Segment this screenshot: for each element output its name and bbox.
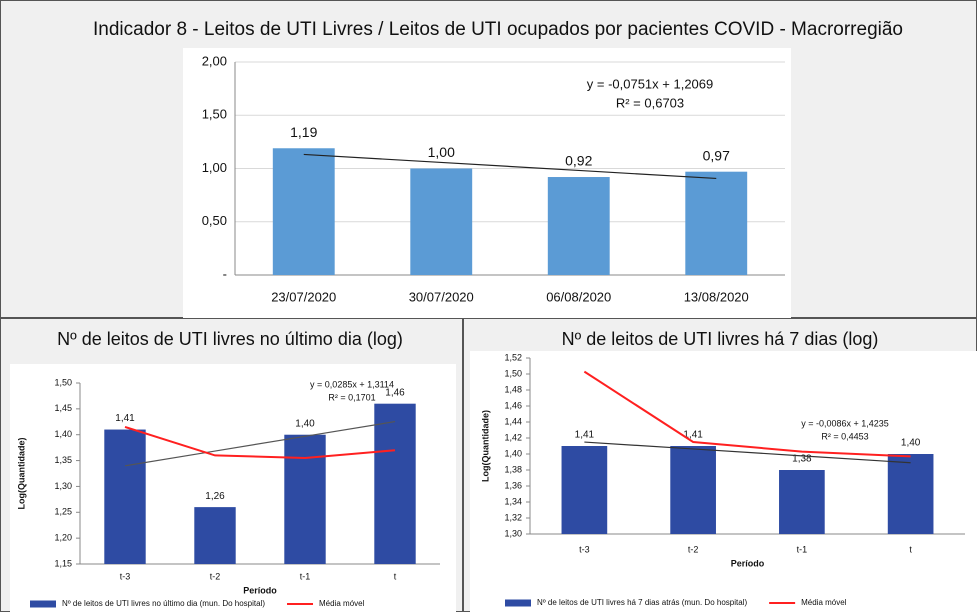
data-label: 0,97: [703, 147, 730, 163]
bar: [194, 507, 236, 564]
data-label: 1,19: [290, 124, 317, 140]
bar: [561, 446, 608, 534]
data-label: 1,38: [792, 454, 812, 465]
x-tick-label: t: [394, 571, 397, 581]
bar: [104, 429, 146, 564]
trend-equation: y = 0,0285x + 1,3114: [310, 379, 394, 389]
bar: [547, 177, 610, 275]
legend-label: Média móvel: [801, 598, 847, 607]
y-axis-label: Log(Quantidade): [480, 410, 490, 482]
x-tick-label: t: [909, 544, 912, 554]
x-tick-label: t-3: [120, 571, 131, 581]
y-tick-label: 1,45: [54, 403, 72, 413]
bar: [284, 434, 326, 564]
data-label: 1,41: [683, 430, 703, 441]
y-tick-label: 2,00: [202, 53, 227, 68]
y-tick-label: 1,46: [504, 400, 522, 410]
trendline: [584, 441, 911, 464]
y-tick-label: 0,50: [202, 213, 227, 228]
trendline: [124, 420, 396, 467]
x-tick-label: t-1: [300, 571, 311, 581]
data-label: 1,41: [575, 430, 595, 441]
x-tick-label: t-3: [579, 544, 590, 554]
y-tick-label: 1,50: [54, 377, 72, 387]
legend-label: Nº de leitos de UTI livres no último dia…: [62, 599, 265, 608]
chart-title: Nº de leitos de UTI livres no último dia…: [57, 329, 403, 349]
data-label: 0,92: [565, 153, 592, 169]
x-tick-label: 06/08/2020: [546, 289, 611, 304]
data-label: 1,26: [205, 491, 225, 502]
line-series: [583, 370, 911, 458]
y-tick-label: 1,32: [504, 512, 522, 522]
trend-r2: R² = 0,1701: [328, 392, 375, 402]
y-axis-label: Log(Quantidade): [16, 438, 26, 510]
y-tick-label: 1,15: [54, 558, 72, 568]
y-tick-label: 1,36: [504, 480, 522, 490]
bar: [670, 446, 716, 534]
chart-title: Nº de leitos de UTI livres há 7 dias (lo…: [562, 329, 879, 349]
x-tick-label: 13/08/2020: [684, 289, 749, 304]
trend-r2: R² = 0,4453: [821, 431, 868, 441]
legend-swatch: [505, 599, 531, 607]
x-axis-label: Período: [731, 558, 765, 568]
bar: [374, 403, 416, 564]
bar: [887, 454, 934, 534]
bar: [272, 148, 335, 275]
x-axis-label: Período: [243, 585, 277, 595]
y-tick-label: 1,30: [54, 481, 72, 491]
y-tick-label: 1,34: [504, 496, 522, 506]
line-series: [124, 426, 396, 459]
y-tick-label: 1,40: [54, 429, 72, 439]
bar: [410, 168, 473, 275]
bar: [779, 470, 825, 534]
y-tick-label: 1,38: [504, 464, 522, 474]
bar: [685, 171, 748, 275]
y-tick-label: 1,00: [202, 160, 227, 175]
y-tick-label: 1,48: [504, 384, 522, 394]
x-tick-label: t-1: [797, 544, 808, 554]
y-tick-label: 1,44: [504, 416, 522, 426]
y-tick-label: 1,42: [504, 432, 522, 442]
data-label: 1,41: [115, 413, 135, 424]
y-tick-label: -: [223, 266, 227, 281]
legend-swatch: [30, 600, 56, 608]
data-label: 1,40: [901, 438, 921, 449]
y-tick-label: 1,20: [54, 533, 72, 543]
data-label: 1,00: [428, 144, 455, 160]
x-tick-label: t-2: [210, 571, 221, 581]
data-label: 1,40: [295, 418, 315, 429]
trend-equation: y = -0,0751x + 1,2069: [587, 76, 713, 91]
y-tick-label: 1,30: [504, 528, 522, 538]
data-label: 1,46: [385, 387, 405, 398]
chart-title: Indicador 8 - Leitos de UTI Livres / Lei…: [93, 19, 903, 40]
y-tick-label: 1,50: [202, 107, 227, 122]
y-tick-label: 1,52: [504, 352, 522, 362]
legend-label: Nº de leitos de UTI livres há 7 dias atr…: [537, 598, 747, 607]
x-tick-label: 30/07/2020: [409, 289, 474, 304]
y-tick-label: 1,50: [504, 368, 522, 378]
x-tick-label: t-2: [688, 544, 699, 554]
legend-label: Média móvel: [319, 599, 365, 608]
x-tick-label: 23/07/2020: [271, 289, 336, 304]
y-tick-label: 1,35: [54, 455, 72, 465]
trend-equation: y = -0,0086x + 1,4235: [801, 418, 889, 428]
trend-r2: R² = 0,6703: [616, 95, 684, 110]
trendline: [303, 153, 717, 180]
y-tick-label: 1,40: [504, 448, 522, 458]
y-tick-label: 1,25: [54, 507, 72, 517]
